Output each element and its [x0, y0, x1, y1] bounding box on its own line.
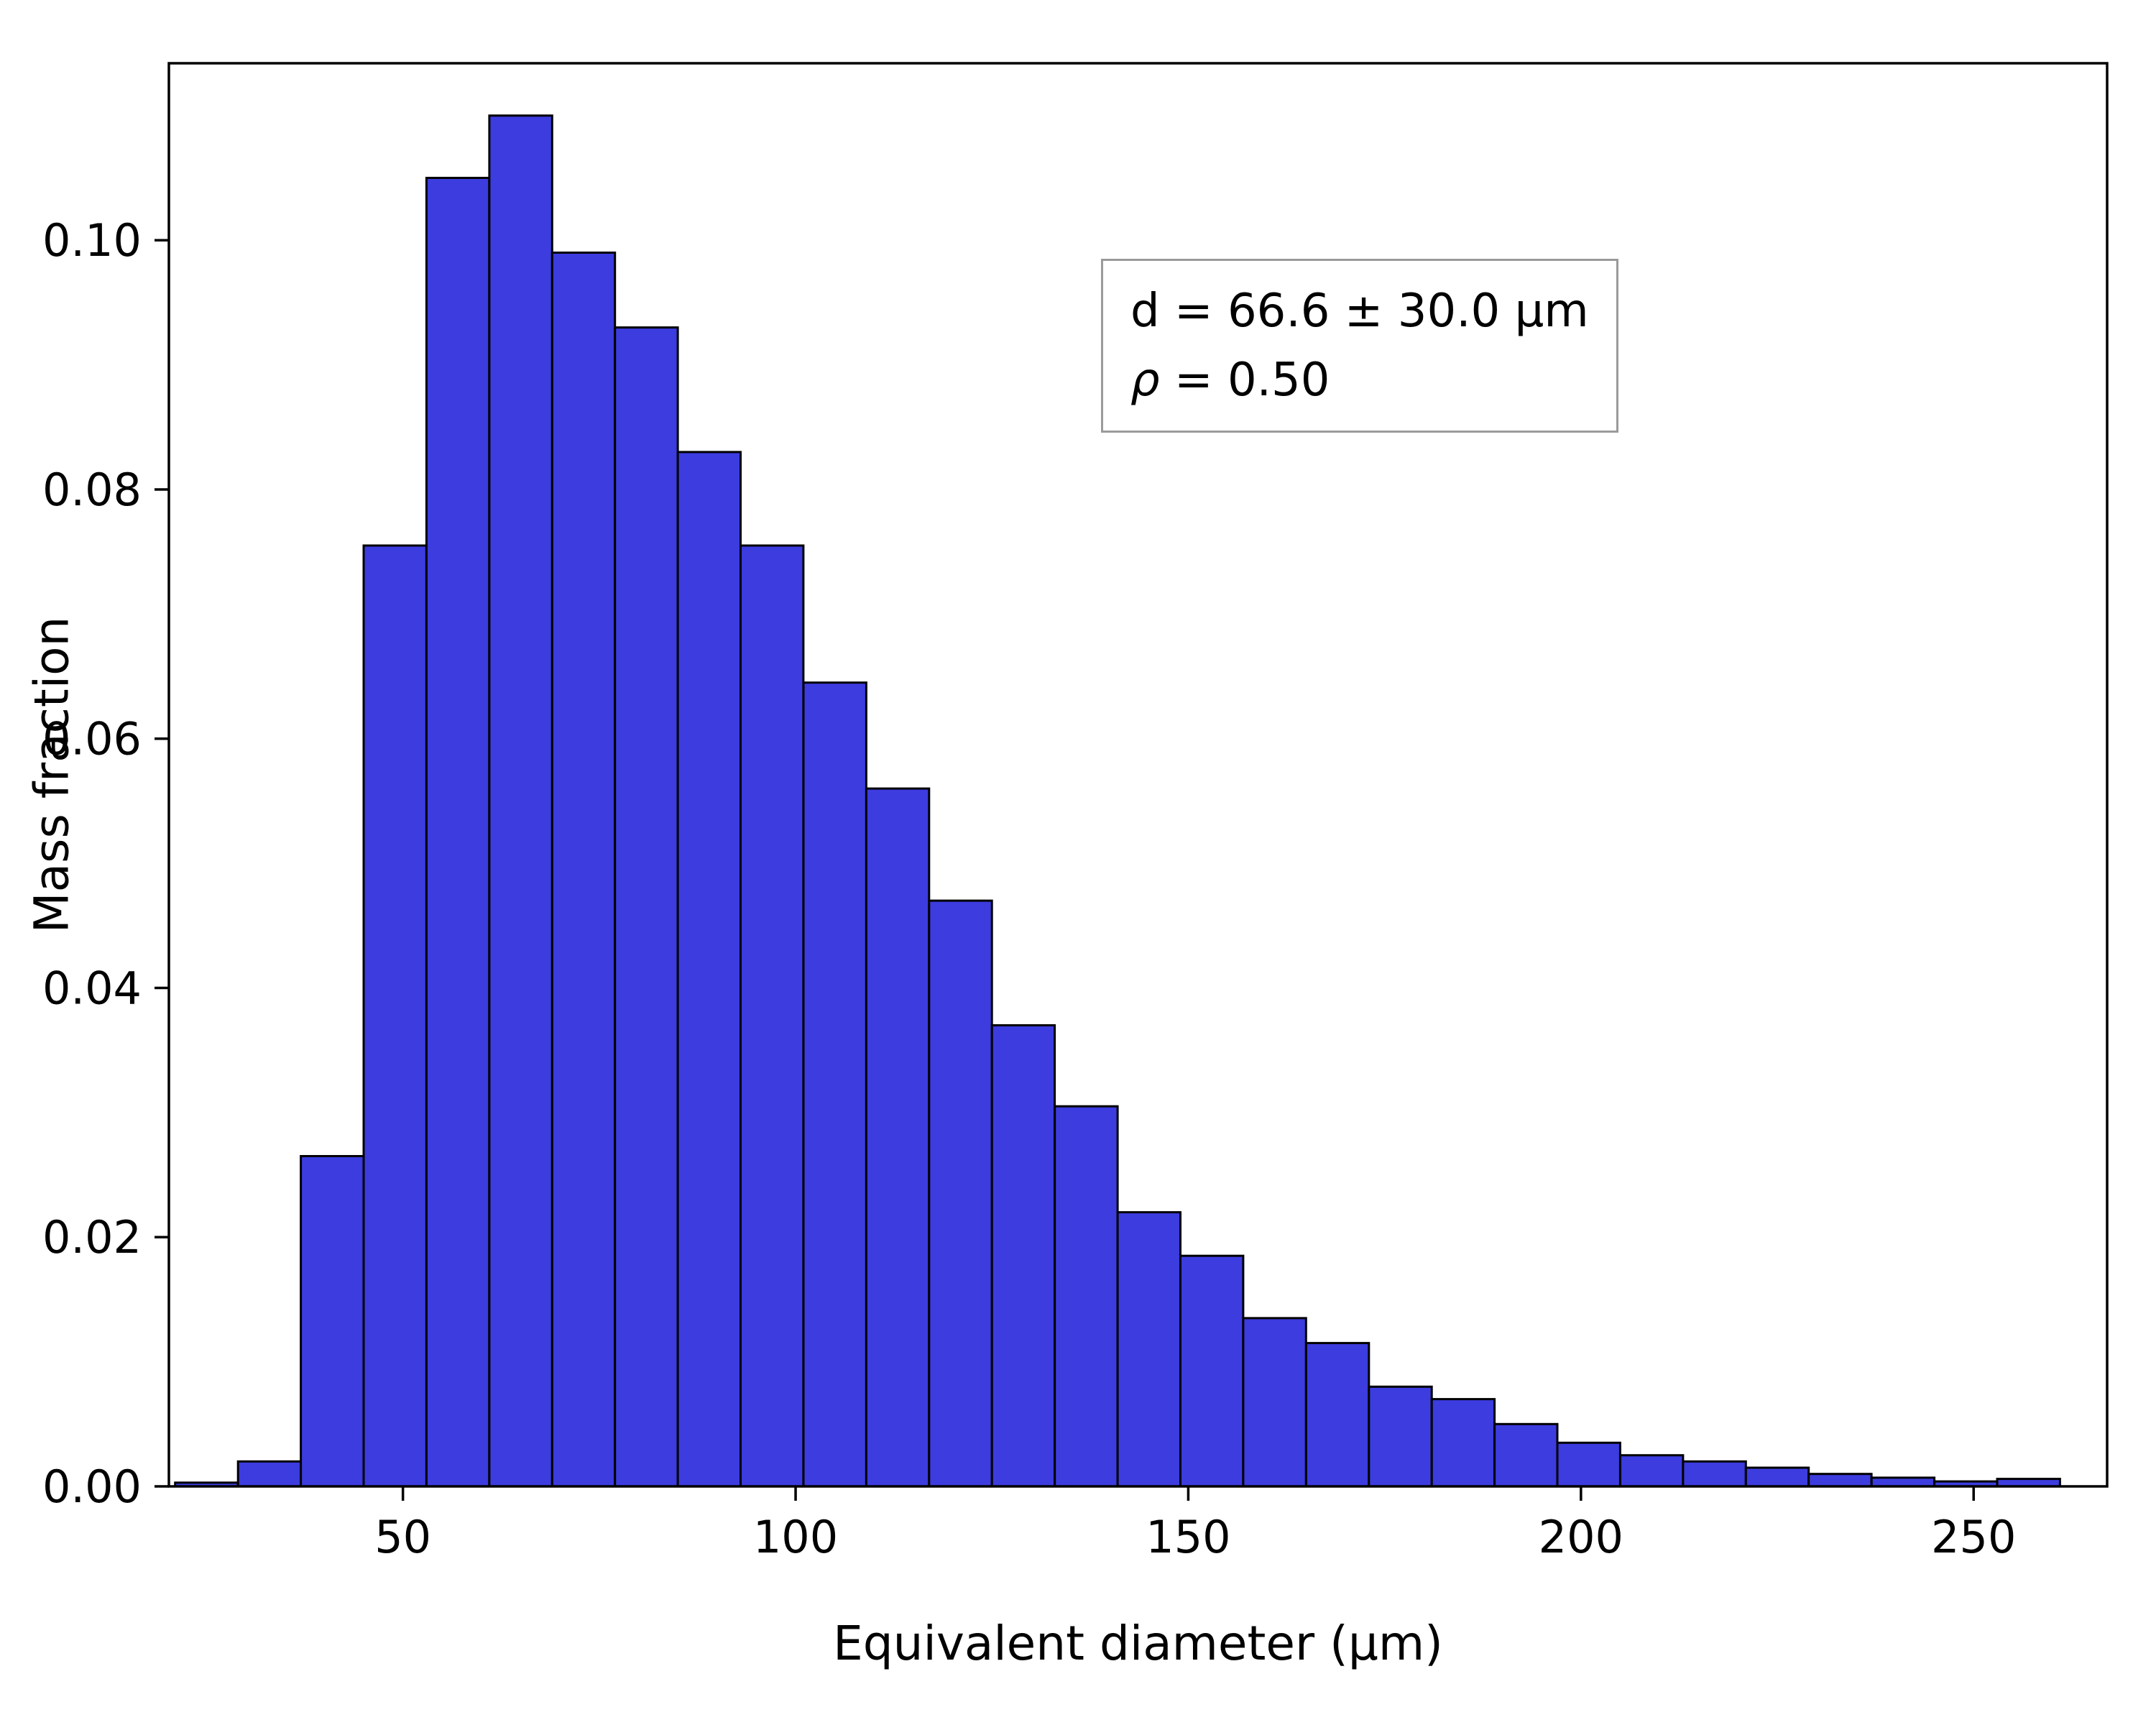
histogram-bar — [488, 114, 553, 1488]
histogram-bar — [1807, 1473, 1873, 1488]
histogram-bar — [1242, 1317, 1307, 1488]
y-axis-tick-label: 0.08 — [42, 464, 142, 516]
histogram-bar — [865, 787, 931, 1488]
histogram-bar — [1368, 1385, 1433, 1488]
histogram-bar — [1493, 1422, 1559, 1488]
histogram-bar — [362, 544, 428, 1488]
histogram-bar — [1179, 1254, 1245, 1488]
plot-border — [167, 62, 2109, 1488]
x-axis-tick-label: 150 — [1146, 1511, 1230, 1563]
annotation-line-diameter: d = 66.6 ± 30.0 μm — [1130, 285, 1589, 338]
histogram-bar — [614, 326, 679, 1488]
histogram-bar — [550, 252, 617, 1488]
histogram-bar — [1430, 1398, 1496, 1488]
x-axis-label: Equivalent diameter (μm) — [833, 1616, 1443, 1671]
histogram-bar — [802, 681, 867, 1488]
histogram-bar — [1870, 1476, 1936, 1488]
histogram-bar — [1556, 1441, 1621, 1488]
y-axis-tick-label: 0.04 — [42, 962, 142, 1014]
x-axis-tick-label: 200 — [1539, 1511, 1623, 1563]
x-axis-tick-label: 50 — [374, 1511, 431, 1563]
annotation-box: d = 66.6 ± 30.0 μm ρ = 0.50 — [1101, 259, 1618, 433]
histogram-bar — [236, 1460, 303, 1488]
y-axis-tick-label: 0.02 — [42, 1211, 142, 1264]
x-axis-tick-label: 250 — [1931, 1511, 2016, 1563]
histogram-bar — [1619, 1454, 1685, 1488]
rho-value: = 0.50 — [1159, 354, 1330, 407]
y-axis-tick-label: 0.00 — [42, 1460, 142, 1513]
histogram-bar — [1304, 1342, 1370, 1488]
histogram-bar — [425, 177, 491, 1488]
y-axis-tick-label: 0.06 — [42, 713, 142, 765]
histogram-bar — [1054, 1105, 1119, 1488]
histogram-bar — [990, 1024, 1056, 1488]
histogram-bar — [300, 1155, 365, 1488]
histogram-bar — [1682, 1460, 1747, 1488]
rho-symbol: ρ — [1130, 354, 1160, 407]
histogram-bar — [1116, 1211, 1181, 1488]
x-axis-tick-label: 100 — [753, 1511, 838, 1563]
histogram-bar — [1744, 1466, 1810, 1488]
annotation-line-rho: ρ = 0.50 — [1130, 346, 1589, 415]
y-axis-tick-label: 0.10 — [42, 214, 142, 267]
histogram-bar — [740, 544, 805, 1488]
histogram-bar — [676, 451, 742, 1488]
y-axis-label: Mass fraction — [24, 616, 80, 934]
histogram-bar — [928, 899, 993, 1488]
